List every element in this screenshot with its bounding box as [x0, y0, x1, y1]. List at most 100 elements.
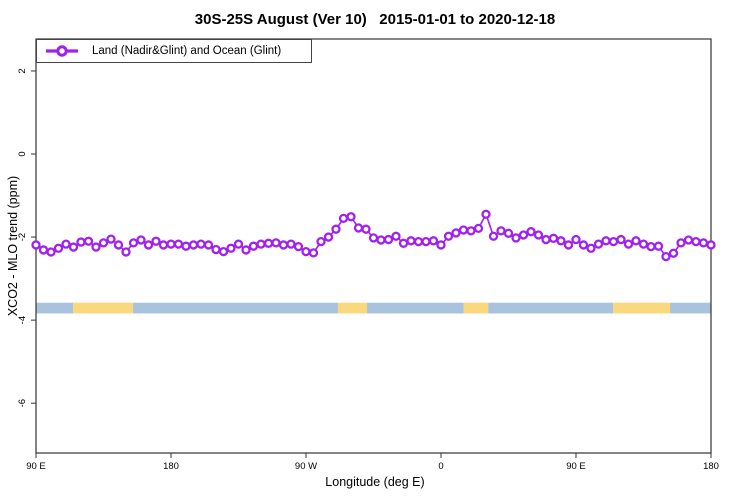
surface-band-segment-ocean — [133, 302, 338, 314]
y-tick-label: 0 — [17, 151, 28, 156]
data-point — [361, 224, 371, 234]
data-point — [218, 246, 229, 257]
data-point — [488, 231, 499, 241]
data-point — [661, 251, 671, 262]
data-point — [83, 236, 94, 246]
y-axis-title: XCO2 - MLO trend (ppm) — [6, 175, 20, 317]
x-tick-label: 90 E — [566, 461, 586, 472]
data-point — [226, 243, 236, 253]
data-point — [443, 231, 454, 241]
surface-band-segment-ocean — [367, 302, 464, 314]
data-point — [46, 247, 56, 257]
data-point — [473, 223, 484, 234]
data-point — [631, 236, 641, 246]
data-point — [421, 236, 431, 247]
data-point — [413, 236, 424, 247]
data-point — [698, 238, 709, 248]
data-point — [308, 248, 319, 258]
data-point — [38, 245, 49, 255]
data-point — [368, 233, 379, 243]
data-point — [518, 230, 529, 240]
data-point — [481, 209, 491, 219]
data-point — [428, 236, 439, 246]
data-point — [316, 236, 326, 247]
surface-band-segment-land — [73, 302, 134, 314]
data-point — [548, 233, 559, 243]
data-point — [563, 240, 574, 250]
data-point — [593, 239, 604, 249]
surface-band-segment-land — [613, 302, 671, 314]
data-point — [608, 236, 619, 247]
data-point — [158, 240, 169, 250]
y-tick-label: 2 — [17, 68, 28, 73]
data-point — [668, 248, 679, 258]
data-point — [578, 240, 589, 250]
data-point — [376, 235, 386, 245]
data-point — [128, 238, 139, 248]
data-point — [323, 232, 334, 242]
data-point — [458, 225, 469, 235]
data-point — [286, 239, 296, 249]
data-point — [181, 241, 191, 251]
data-point — [68, 242, 79, 252]
data-point — [436, 240, 446, 250]
data-point — [278, 240, 289, 250]
data-point — [391, 231, 401, 241]
surface-band-segment-ocean — [36, 302, 74, 314]
data-point — [683, 235, 694, 245]
data-point — [556, 236, 566, 246]
data-point — [466, 226, 476, 236]
data-point — [511, 233, 521, 243]
data-point — [301, 246, 311, 257]
surface-band-segment-land — [463, 302, 489, 314]
data-point — [233, 239, 244, 249]
data-point — [53, 243, 64, 253]
data-point — [653, 241, 664, 251]
data-point — [398, 238, 409, 248]
data-point — [353, 223, 364, 233]
data-point — [676, 238, 686, 248]
data-point — [406, 236, 416, 246]
data-point — [106, 234, 116, 244]
data-point — [256, 239, 266, 249]
data-point — [571, 234, 581, 245]
data-point — [293, 241, 304, 252]
x-tick-label: 180 — [163, 461, 179, 472]
data-point — [61, 239, 71, 249]
surface-band-segment-ocean — [670, 302, 711, 314]
y-tick-label: -2 — [17, 233, 28, 241]
data-point — [541, 234, 551, 245]
data-point — [196, 239, 206, 249]
data-point — [263, 238, 274, 248]
data-point — [188, 240, 199, 250]
x-axis-title: Longitude (deg E) — [325, 475, 425, 489]
data-point — [346, 212, 356, 222]
data-point — [383, 234, 394, 245]
data-point — [616, 234, 626, 245]
data-point — [623, 239, 634, 249]
data-point — [496, 226, 506, 236]
data-point — [646, 241, 656, 252]
legend-label: Land (Nadir&Glint) and Ocean (Glint) — [92, 45, 282, 57]
data-point — [76, 237, 86, 247]
data-point — [241, 245, 251, 255]
plot-box — [35, 38, 712, 454]
surface-band-segment-ocean — [488, 302, 614, 314]
data-point — [248, 241, 259, 251]
data-point — [136, 235, 146, 245]
data-point — [91, 242, 101, 252]
data-point — [451, 228, 461, 238]
data-point — [113, 240, 124, 250]
data-point — [143, 240, 154, 250]
surface-band-segment-land — [337, 302, 368, 314]
x-tick-label: 90 E — [26, 461, 46, 472]
data-point — [533, 230, 544, 240]
x-tick-label: 0 — [438, 461, 443, 472]
x-tick-label: 180 — [703, 461, 719, 472]
y-tick-label: -6 — [17, 399, 28, 407]
data-point — [601, 236, 611, 246]
data-point — [151, 236, 161, 246]
data-point — [706, 240, 716, 250]
